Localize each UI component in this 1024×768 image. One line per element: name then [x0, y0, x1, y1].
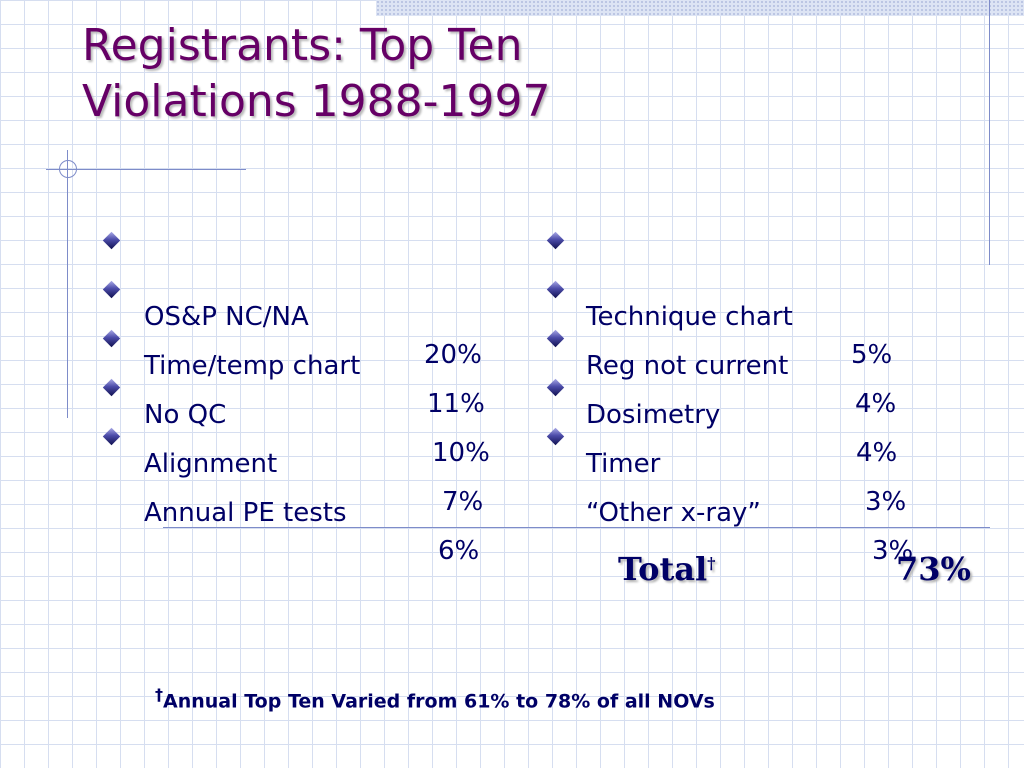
list-item: “Other x-ray” 3%: [546, 418, 968, 566]
violation-percent: 4%: [856, 438, 898, 468]
list-item: Annual PE tests 6%: [102, 418, 514, 566]
violation-label: Technique chart: [586, 302, 793, 332]
diamond-bullet-icon: [102, 280, 121, 299]
total-divider-line: [163, 527, 990, 528]
violation-label: No QC: [144, 400, 227, 430]
violation-percent: 4%: [855, 389, 897, 419]
list-item: Technique chart 5%: [546, 222, 968, 370]
vertical-rule-right: [989, 0, 990, 265]
total-label: Total†: [618, 550, 716, 588]
diamond-bullet-icon: [546, 231, 565, 250]
diamond-bullet-icon: [102, 231, 121, 250]
violation-label: Reg not current: [586, 351, 789, 381]
list-item: Timer 3%: [546, 369, 968, 517]
dagger-marker: †: [707, 553, 716, 573]
diamond-bullet-icon: [102, 427, 121, 446]
list-item: No QC 10%: [102, 320, 514, 468]
list-item: Reg not current 4%: [546, 271, 968, 419]
violation-label: Alignment: [144, 449, 278, 479]
diamond-bullet-icon: [102, 329, 121, 348]
violation-percent: 3%: [872, 536, 914, 566]
violation-percent: 7%: [442, 487, 484, 517]
horizontal-rule-title: [46, 169, 246, 170]
diamond-bullet-icon: [546, 329, 565, 348]
violation-label: Time/temp chart: [144, 351, 361, 381]
total-label-text: Total: [618, 550, 708, 588]
violation-percent: 6%: [438, 536, 480, 566]
violation-label: Annual PE tests: [144, 498, 347, 528]
footnote-dagger: †: [155, 685, 163, 704]
list-item: Time/temp chart 11%: [102, 271, 514, 419]
violation-label: Dosimetry: [586, 400, 721, 430]
rule-ornament-circle: [59, 160, 77, 178]
violation-percent: 20%: [424, 340, 482, 370]
diamond-bullet-icon: [546, 378, 565, 397]
list-item: Dosimetry 4%: [546, 320, 968, 468]
list-item: OS&P NC/NA 20%: [102, 222, 514, 370]
violation-label: OS&P NC/NA: [144, 302, 309, 332]
diamond-bullet-icon: [102, 378, 121, 397]
violation-percent: 10%: [432, 438, 490, 468]
violation-percent: 5%: [851, 340, 893, 370]
violations-list-left: OS&P NC/NA 20% Time/temp chart 11% No QC…: [102, 222, 514, 566]
title-line-1: Registrants: Top Ten: [82, 20, 523, 71]
violation-label: “Other x-ray”: [586, 498, 761, 528]
violation-percent: 3%: [865, 487, 907, 517]
header-pattern-band: [376, 0, 1024, 16]
title-line-2: Violations 1988-1997: [82, 76, 551, 127]
diamond-bullet-icon: [546, 427, 565, 446]
violation-label: Timer: [586, 449, 661, 479]
violations-list-right: Technique chart 5% Reg not current 4% Do…: [546, 222, 968, 566]
vertical-rule-left: [67, 150, 68, 418]
total-value: 73%: [896, 550, 971, 588]
list-item: Alignment 7%: [102, 369, 514, 517]
violation-percent: 11%: [427, 389, 485, 419]
slide-title: Registrants: Top Ten Violations 1988-199…: [82, 18, 551, 130]
footnote: †Annual Top Ten Varied from 61% to 78% o…: [155, 685, 715, 712]
diamond-bullet-icon: [546, 280, 565, 299]
footnote-text: Annual Top Ten Varied from 61% to 78% of…: [163, 690, 715, 713]
